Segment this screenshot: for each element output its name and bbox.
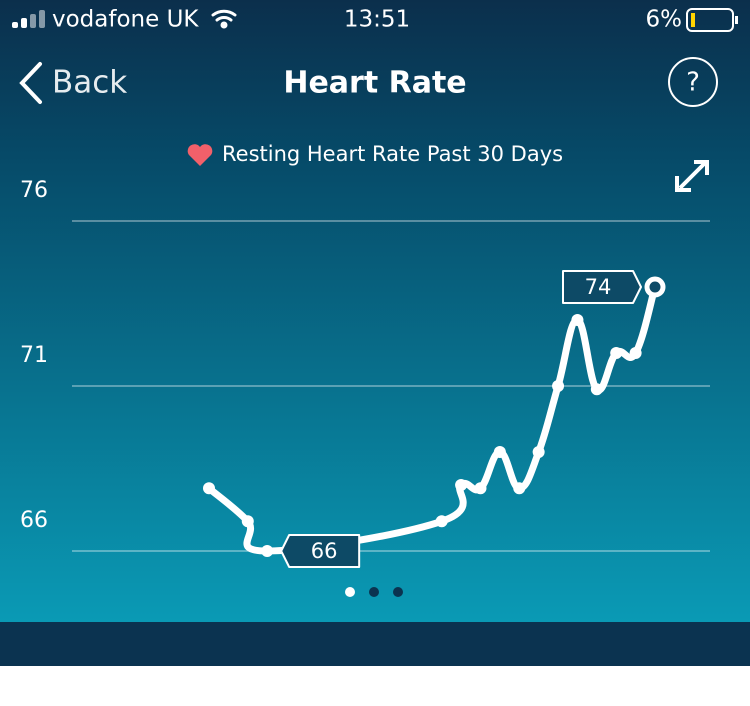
y-tick-label: 76 [20, 178, 48, 203]
data-point [203, 482, 215, 495]
y-tick-label: 66 [20, 508, 48, 533]
value-label: 66 [311, 539, 338, 563]
y-tick-label: 71 [20, 343, 48, 368]
carrier: vodafone UK [52, 7, 199, 33]
value-callout [562, 270, 642, 304]
value-label: 74 [585, 275, 612, 299]
data-point [455, 479, 468, 491]
back-button[interactable]: Back [52, 65, 127, 101]
battery-icon [686, 8, 738, 32]
data-point [241, 515, 254, 528]
data-point [532, 446, 545, 458]
background [0, 0, 750, 622]
data-point [571, 314, 584, 326]
data-point [474, 482, 487, 495]
nav-title: Heart Rate [283, 66, 466, 101]
content-area [0, 666, 750, 702]
data-point [513, 482, 526, 495]
heart-icon [187, 144, 213, 166]
data-point [629, 347, 642, 359]
back-chevron[interactable] [19, 62, 42, 104]
footer-band [0, 622, 750, 666]
page-dot[interactable] [369, 587, 379, 597]
data-point [610, 347, 623, 359]
data-point [435, 515, 448, 528]
chart-title: Resting Heart Rate Past 30 Days [222, 142, 563, 166]
page-dot-active[interactable] [345, 587, 355, 597]
data-point [493, 446, 506, 458]
expand-icon[interactable] [675, 160, 709, 192]
page-dot[interactable] [393, 587, 403, 597]
data-point [590, 383, 603, 396]
help-circle[interactable] [668, 57, 718, 107]
latest-point [644, 276, 666, 298]
wifi [211, 9, 237, 29]
data-point [552, 380, 565, 392]
help-button[interactable]: ? [686, 68, 700, 98]
value-callout [280, 534, 361, 568]
battery-percent: 6% [646, 7, 683, 33]
clock: 13:51 [344, 7, 410, 33]
signal [12, 10, 45, 28]
data-point [261, 545, 274, 557]
